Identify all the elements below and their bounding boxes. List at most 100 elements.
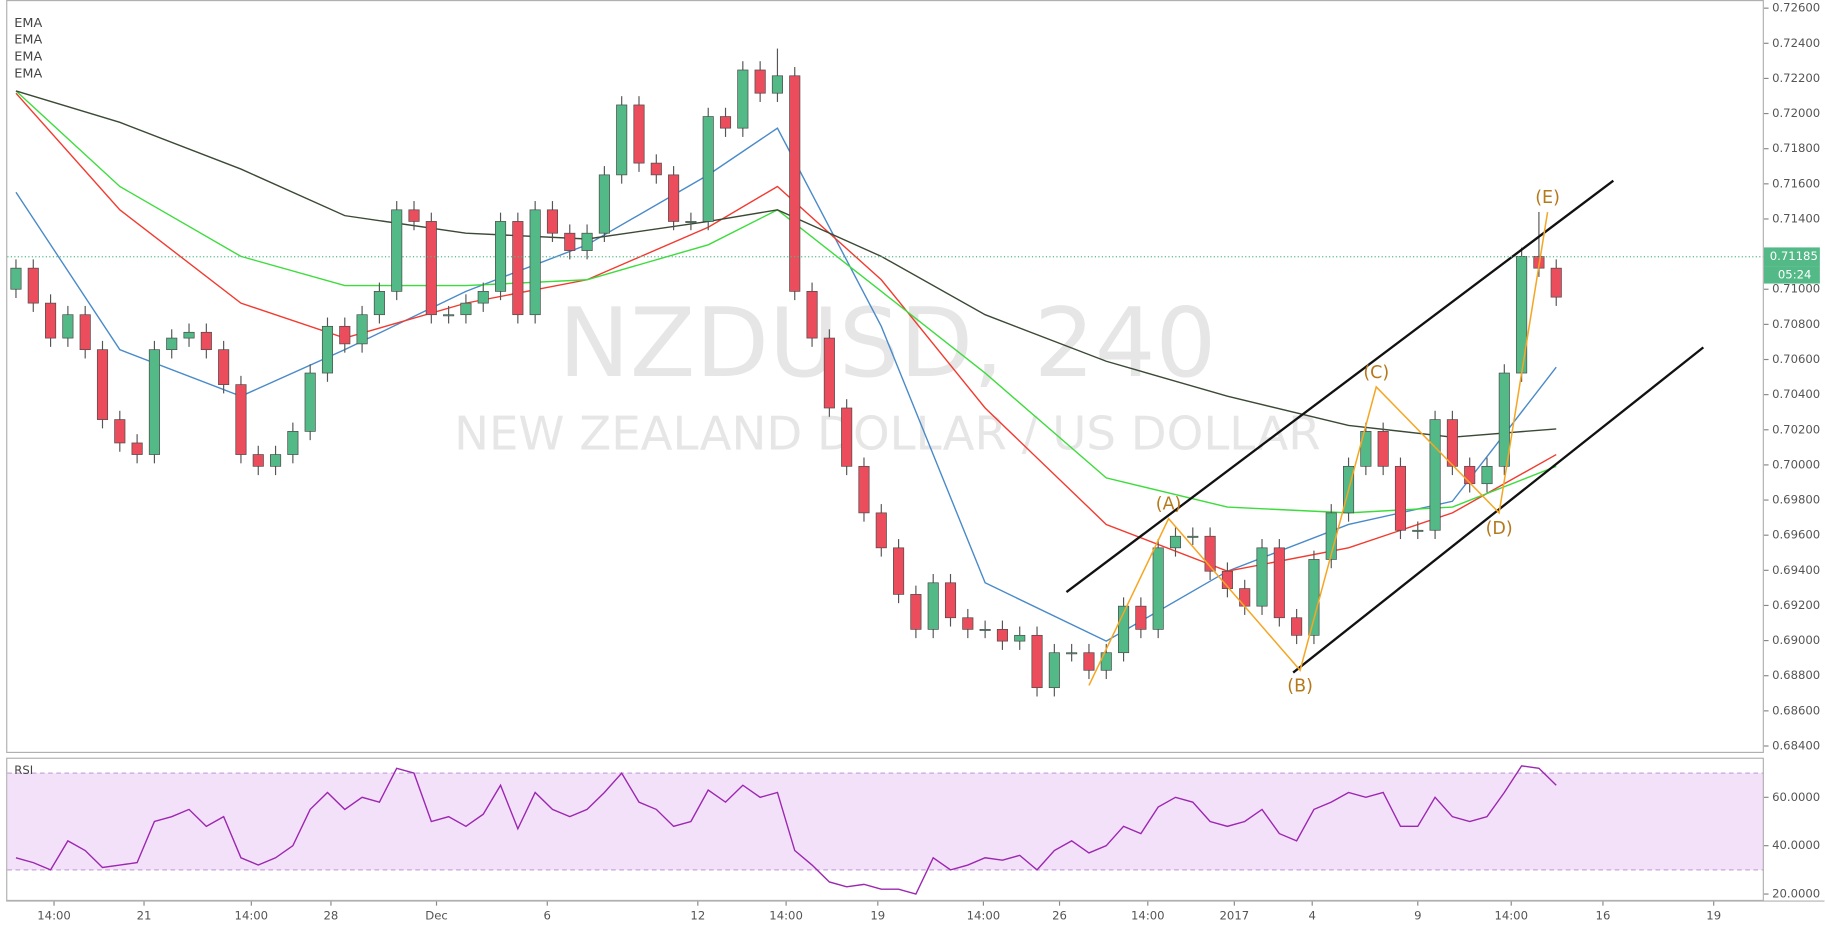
candle-body: [218, 349, 230, 385]
watermark: NZDUSD, 240 NEW ZEALAND DOLLAR / US DOLL…: [454, 287, 1321, 461]
candle-body: [183, 331, 195, 339]
pattern-line: [1088, 211, 1549, 686]
candle-body: [1014, 634, 1026, 642]
candle-body: [79, 314, 91, 351]
x-tick-label: 19: [870, 909, 885, 923]
candle-body: [425, 221, 437, 316]
last-price-label: 0.71185: [1770, 249, 1818, 263]
candle-body: [1291, 617, 1303, 636]
candle-body: [581, 232, 593, 251]
candle-body: [1204, 535, 1216, 572]
y-tick-label: 0.69800: [1772, 493, 1820, 507]
candle-body: [685, 221, 697, 223]
candle-body: [754, 69, 766, 94]
pattern-label: (B): [1287, 677, 1313, 697]
candle-body: [373, 290, 385, 316]
last-price-box: [1763, 247, 1820, 267]
candle-body: [893, 547, 905, 595]
candle-body: [944, 582, 957, 619]
candle-body: [1273, 547, 1285, 619]
candle-body: [131, 442, 143, 455]
countdown-box: [1763, 266, 1820, 284]
candle-body: [858, 465, 870, 514]
x-tick-label: 4: [1309, 909, 1316, 923]
candle-body: [1412, 529, 1424, 532]
candle-body: [927, 582, 939, 630]
x-tick-label: 26: [1052, 909, 1067, 923]
trend-line: [1292, 346, 1705, 674]
candle-body: [1066, 652, 1078, 655]
watermark-subtitle: NEW ZEALAND DOLLAR / US DOLLAR: [454, 407, 1321, 461]
ema-line: [15, 127, 1557, 642]
candle-body: [737, 69, 749, 129]
candle-body: [1083, 652, 1095, 671]
candle-body: [1152, 547, 1164, 630]
y-tick-label: 0.70000: [1772, 457, 1820, 471]
candle-body: [356, 314, 368, 345]
candle-body: [719, 116, 732, 129]
y-tick-label: 0.70400: [1772, 387, 1820, 401]
pattern-label: (D): [1486, 519, 1513, 539]
candle-body: [1464, 465, 1476, 485]
candle-body: [962, 617, 974, 630]
candle-body: [391, 209, 403, 292]
candle-body: [1135, 605, 1147, 630]
candle-body: [616, 104, 628, 176]
candle-body: [1550, 267, 1562, 298]
candle-body: [45, 302, 57, 339]
candle-body: [252, 454, 264, 467]
y-tick-label: 0.71600: [1772, 176, 1820, 190]
candle-body: [1377, 431, 1389, 467]
x-tick-label: 6: [544, 909, 551, 923]
countdown-label: 05:24: [1778, 267, 1812, 281]
candle-body: [1187, 535, 1199, 538]
candle-body: [96, 349, 109, 420]
x-tick-label: 14:00: [235, 909, 269, 923]
candle-body: [598, 174, 610, 234]
y-tick-label: 0.69000: [1772, 633, 1820, 647]
candle-body: [1048, 652, 1060, 689]
candle-body: [1498, 372, 1510, 467]
x-tick-label: 28: [324, 909, 339, 923]
candle-body: [979, 628, 991, 631]
y-tick-label: 0.69400: [1772, 563, 1820, 577]
y-tick-label: 0.70600: [1772, 352, 1820, 366]
rsi-y-tick-label: 20.0000: [1772, 887, 1820, 901]
candle-body: [321, 325, 334, 374]
x-tick-label: 14:00: [1494, 909, 1528, 923]
candle-body: [166, 337, 178, 351]
candle-body: [546, 209, 559, 234]
y-tick-label: 0.72200: [1772, 71, 1820, 85]
candle-body: [408, 209, 420, 222]
candle-body: [702, 116, 714, 222]
candle-body: [1239, 588, 1251, 607]
x-tick-label: 21: [137, 909, 152, 923]
candle-body: [1429, 419, 1441, 531]
candle-body: [823, 337, 835, 409]
candle-body: [633, 104, 645, 164]
candle-body: [1394, 465, 1407, 531]
candle-body: [1516, 256, 1528, 374]
candle-body: [1169, 535, 1182, 549]
x-tick-label: 14:00: [1131, 909, 1165, 923]
y-tick-label: 0.68600: [1772, 703, 1820, 717]
rsi-label: RSI: [14, 763, 33, 777]
candle-body: [1308, 559, 1320, 636]
x-tick-label: 14:00: [37, 909, 71, 923]
candle-body: [668, 174, 680, 222]
candle-body: [1118, 605, 1130, 654]
candle-body: [1481, 465, 1493, 485]
candle-body: [789, 75, 801, 292]
legend-entry: EMA: [14, 67, 42, 82]
candle-body: [270, 454, 282, 467]
legend-entry: EMA: [14, 16, 42, 31]
plot-layer: 0.68400 0.68600 0.68800 0.69000 0.69200 0.694…: [7, 1, 1820, 923]
candle-body: [529, 209, 541, 316]
candle-body: [806, 290, 818, 339]
y-tick-label: 0.72000: [1772, 106, 1820, 120]
trend-line: [1065, 179, 1615, 594]
candle-body: [1446, 419, 1458, 467]
candle-body: [235, 384, 247, 455]
y-tick-label: 0.68400: [1772, 738, 1820, 752]
